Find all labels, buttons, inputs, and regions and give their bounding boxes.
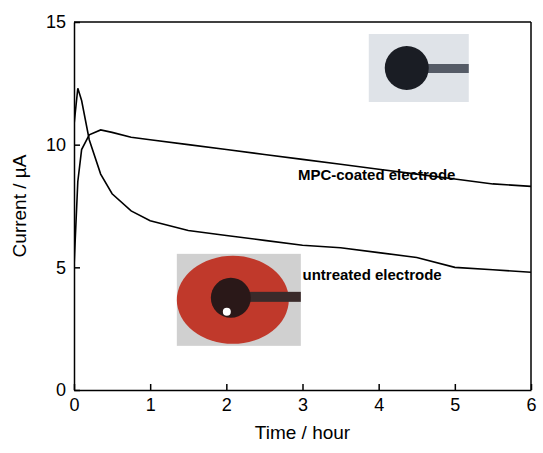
y-axis-title: Current / µA [9,154,30,257]
tick-mark [455,384,457,390]
tick-mark [74,144,80,146]
tick: 2 [222,384,232,415]
frame [74,21,531,23]
x-axis-title: Time / hour [255,422,351,443]
frame [530,22,532,390]
tick-mark [226,384,228,390]
inset-image [177,254,301,346]
inset-background [177,254,301,346]
inset-image [369,34,469,102]
inset-background [369,34,469,102]
tick-label: 1 [146,395,156,415]
lines [74,88,531,272]
tick-label: 6 [526,395,536,415]
series-label: untreated electrode [303,266,442,283]
tick: 4 [374,384,384,415]
series-line [74,88,531,272]
tick: 5 [450,384,460,415]
tick-mark [302,384,304,390]
tick-mark [74,267,80,269]
tick-label: 2 [222,395,232,415]
x-axis: 0 1 2 3 4 5 6 [69,384,536,415]
tick-label: 5 [56,258,66,278]
tick-mark [378,384,380,390]
tick: 1 [146,384,156,415]
tick-label: 0 [56,380,66,400]
series-line [74,130,531,267]
inset-electrode [385,46,429,90]
y-axis: 0 5 10 15 [46,12,80,400]
series-label: MPC-coated electrode [298,166,456,183]
tick-label: 15 [46,12,66,32]
axis-line [74,23,76,391]
inset-highlight [223,308,231,316]
tick-label: 0 [69,395,79,415]
tick-label: 4 [374,395,384,415]
tick-mark [74,390,80,392]
tick: 0 [56,380,80,400]
plot: 0 1 2 3 4 5 6 0 5 10 15 MPC-coated electrode untreat… [46,12,537,415]
tick-label: 5 [450,395,460,415]
tick-label: 10 [46,135,66,155]
chart: 0 1 2 3 4 5 6 0 5 10 15 MPC-coated electrode untreat… [0,0,543,453]
inset-electrode [211,278,251,318]
tick: 5 [56,258,80,278]
tick-mark [150,384,152,390]
tick-label: 3 [298,395,308,415]
tick: 10 [46,135,80,155]
tick: 3 [298,384,308,415]
